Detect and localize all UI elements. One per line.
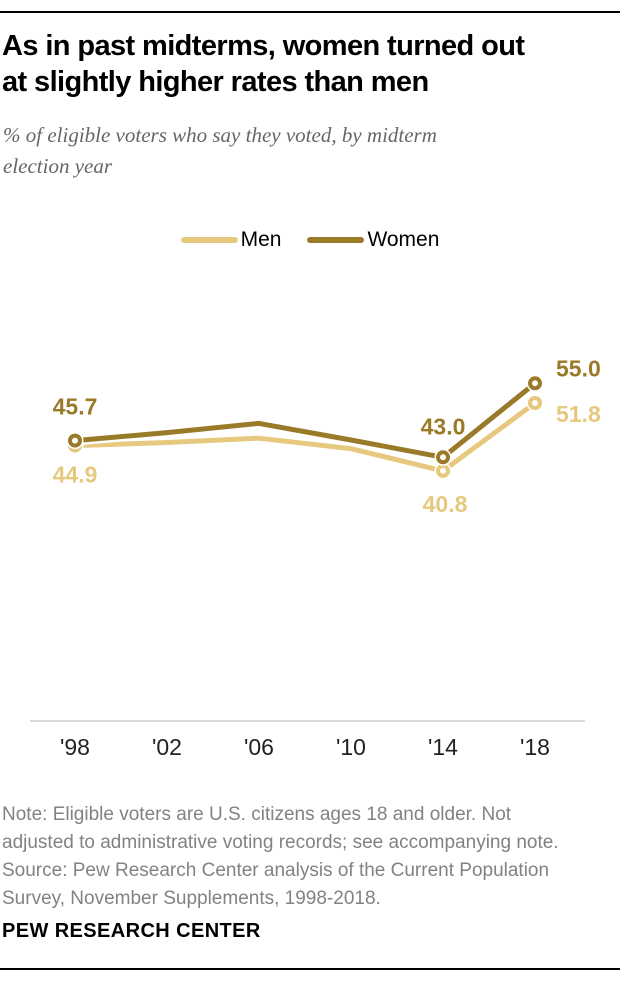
x-tick-label-2018: '18 [520, 734, 550, 760]
x-tick-label-2010: '10 [336, 734, 366, 760]
legend-label-women: Women [367, 228, 440, 251]
x-tick-label-2006: '06 [244, 734, 274, 760]
marker-men-2018 [528, 396, 542, 410]
title-line-2: at slightly higher rates than men [2, 66, 429, 98]
source-line: Source: Pew Research Center analysis of … [2, 860, 550, 881]
pew-research-center-wordmark: PEW RESEARCH CENTER [2, 920, 261, 942]
legend-item-women: Women [307, 228, 439, 252]
chart-subtitle: % of eligible voters who say they voted,… [3, 120, 523, 182]
value-label-men-2018: 51.8 [556, 401, 601, 427]
chart-area: '98 '02 '06 '10 '14 '18 45.7 44.9 43.0 40.8 55.0 51… [0, 280, 620, 770]
value-label-men-2014: 40.8 [423, 491, 468, 517]
note-line: Note: Eligible voters are U.S. citizens … [2, 804, 512, 825]
legend-label-men: Men [240, 228, 282, 251]
title-line-1: As in past midterms, women turned out [2, 30, 525, 62]
x-tick-label-2014: '14 [428, 734, 458, 760]
marker-women-2018 [528, 376, 542, 391]
x-tick-label-2002: '02 [152, 734, 182, 760]
bottom-divider [0, 968, 620, 970]
line-men [72, 400, 538, 474]
turnout-line-chart: '98 '02 '06 '10 '14 '18 45.7 44.9 43.0 40.8 55.0 51… [30, 355, 601, 760]
line-women [72, 380, 538, 460]
marker-women-1998 [68, 433, 82, 448]
value-label-women-2018: 55.0 [556, 355, 601, 381]
subtitle-line-1: % of eligible voters who say they voted,… [3, 123, 437, 147]
x-tick-label-1998: '98 [60, 734, 90, 760]
legend-swatch-men [180, 237, 238, 243]
value-label-women-1998: 45.7 [53, 394, 98, 420]
value-label-men-1998: 44.9 [53, 462, 98, 488]
marker-women-2014 [436, 450, 450, 465]
legend-swatch-women [307, 237, 365, 243]
top-divider [0, 11, 620, 13]
page-title: As in past midterms, women turned out at… [2, 28, 602, 100]
marker-men-2014 [436, 463, 450, 478]
subtitle-line-2: election year [3, 154, 113, 178]
legend: Men Women [0, 228, 620, 252]
note-line: adjusted to administrative voting record… [2, 832, 559, 853]
value-label-women-2014: 43.0 [421, 413, 466, 439]
chart-note: Note: Eligible voters are U.S. citizens … [2, 801, 618, 913]
legend-item-men: Men [180, 228, 282, 252]
source-line: Survey, November Supplements, 1998-2018. [2, 888, 381, 909]
